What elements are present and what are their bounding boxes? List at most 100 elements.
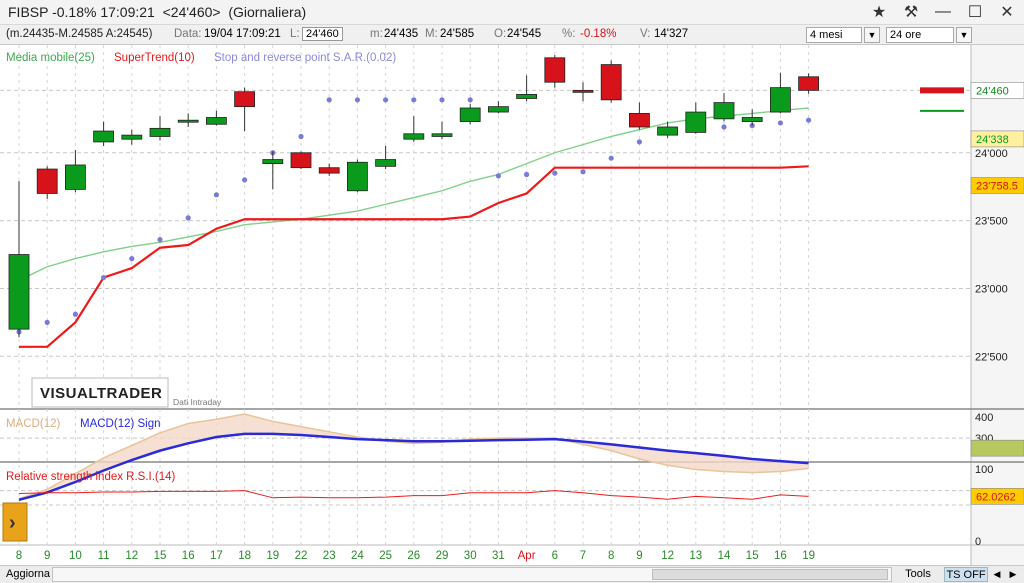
candle-body <box>629 113 650 128</box>
scrollbar-thumb[interactable] <box>652 569 888 580</box>
candle-body <box>318 167 340 174</box>
candle-body <box>205 117 227 125</box>
date-tick-label: 14 <box>718 550 731 562</box>
candle-body <box>149 127 171 137</box>
candle <box>234 87 256 132</box>
interval-dropdown-icon[interactable]: ▼ <box>956 27 972 43</box>
date-tick-label: 19 <box>266 550 279 562</box>
date-tick-label: 29 <box>436 550 449 562</box>
date-tick-label: 9 <box>44 550 50 562</box>
sar-point <box>101 274 107 281</box>
range-text: (m.24435-M.24585 A:24545) <box>6 28 153 40</box>
macd-tick-label: 400 <box>975 412 993 424</box>
candle <box>629 102 650 130</box>
date-tick-label: 8 <box>608 550 614 562</box>
refresh-button[interactable]: Aggiorna <box>6 568 51 580</box>
candle <box>346 159 368 193</box>
date-tick-label: 19 <box>802 550 815 562</box>
legend-macd: MACD(12) <box>6 418 60 430</box>
scroll-right-icon[interactable]: ▶ <box>1009 569 1017 579</box>
open-label: O: <box>494 28 507 40</box>
period-select[interactable]: 4 mesi <box>806 27 862 43</box>
candle-body <box>346 161 368 192</box>
sar-point <box>242 177 248 183</box>
date-label: Data: <box>174 28 202 40</box>
ts-off-button[interactable]: TS OFF <box>944 567 988 582</box>
candle-body <box>487 106 509 113</box>
candle <box>403 116 425 142</box>
sar-point <box>721 124 727 130</box>
date-tick-label: 15 <box>154 550 167 562</box>
candle-body <box>685 111 707 133</box>
open-value: 24'545 <box>507 28 542 40</box>
sar-point <box>213 192 219 198</box>
candle <box>600 60 622 103</box>
rsi-tick-label: 100 <box>975 464 993 476</box>
vol-value: 14'327 <box>654 28 689 40</box>
candle-body <box>657 126 678 136</box>
visualtrader-logo <box>31 377 169 408</box>
candle-body <box>431 133 453 137</box>
sar-point <box>72 311 78 317</box>
sar-point <box>552 170 558 176</box>
sar-point <box>524 171 530 178</box>
candle <box>544 55 566 88</box>
date-tick-label: 6 <box>552 550 558 562</box>
candle <box>290 151 312 170</box>
candle-body <box>36 168 58 194</box>
candle <box>431 121 453 140</box>
price-tick-label: 24'000 <box>975 148 1008 160</box>
sar-point <box>185 215 191 221</box>
max-label: M: <box>425 28 438 40</box>
candle <box>713 93 735 122</box>
minimize-icon[interactable]: — <box>935 3 951 20</box>
tools-hammer-icon[interactable]: ⚒ <box>903 4 919 21</box>
interval-select[interactable]: 24 ore <box>886 27 954 43</box>
candle-body <box>403 133 425 140</box>
candle-body <box>262 159 284 165</box>
min-value: 24'435 <box>384 28 419 40</box>
candle <box>487 101 509 114</box>
sar-point <box>157 237 163 243</box>
sar-point <box>580 169 586 175</box>
side-panel-toggle[interactable] <box>2 502 28 542</box>
quote-info-bar: (m.24435-M.24585 A:24545) Data: 19/04 17… <box>0 24 1024 45</box>
favorite-star-icon[interactable]: ★ <box>871 4 887 21</box>
scroll-left-icon[interactable]: ◀ <box>993 569 1001 579</box>
legend-supertrend: SuperTrend(10) <box>114 52 195 64</box>
candle <box>685 102 707 134</box>
date-tick-label: 8 <box>16 550 22 562</box>
pct-label: %: <box>562 28 576 40</box>
chart-grid <box>0 45 971 545</box>
supertrend-line <box>19 165 809 348</box>
ma-value-tag-text: 24'338 <box>976 134 1009 146</box>
close-icon[interactable]: ✕ <box>1000 4 1014 21</box>
candle <box>375 145 397 170</box>
maximize-icon[interactable]: ☐ <box>967 4 983 21</box>
date-tick-label: 12 <box>661 550 674 562</box>
rsi-value-tag: 62.0262 <box>970 488 1024 505</box>
sar-point <box>354 97 360 103</box>
bottom-bar: Aggiorna Tools TS OFF ◀ ▶ <box>0 565 1024 583</box>
sar-point <box>608 155 614 161</box>
candle-body <box>516 94 537 99</box>
rsi-line <box>18 490 809 500</box>
date-tick-label: 13 <box>689 550 702 562</box>
window-title: FIBSP -0.18% 17:09:21 <24'460> (Giornali… <box>8 4 307 20</box>
macd-area-fill <box>19 414 809 500</box>
period-dropdown-icon[interactable]: ▼ <box>864 27 880 43</box>
pct-value: -0.18% <box>580 28 617 40</box>
sar-point <box>44 319 50 325</box>
macd-signal-line <box>18 432 809 501</box>
macd-line <box>18 413 809 500</box>
tools-button[interactable]: Tools <box>905 568 931 580</box>
price-overlays <box>16 97 812 348</box>
date-value: 19/04 17:09:21 <box>204 28 281 40</box>
sar-point <box>636 139 643 145</box>
sar-point <box>806 117 812 123</box>
candle <box>770 72 791 114</box>
candle-body <box>121 134 143 140</box>
moving-average-line <box>18 107 809 281</box>
supertrend-value-tag: 23'758.5 <box>970 177 1024 194</box>
